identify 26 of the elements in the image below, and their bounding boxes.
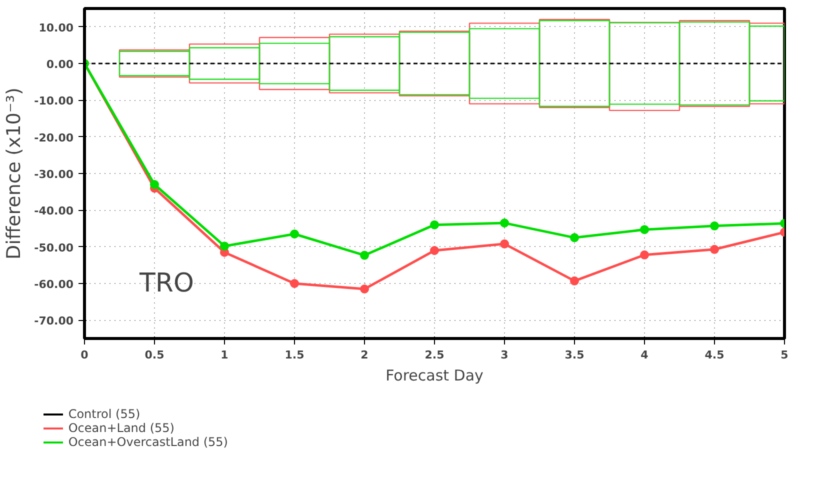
- x-tick-label: 2: [360, 348, 368, 362]
- legend-label: Ocean+Land (55): [68, 421, 174, 435]
- y-tick-label: -50.00: [34, 241, 74, 254]
- x-tick-label: 1: [220, 348, 228, 362]
- x-tick-label: 2.5: [424, 348, 444, 362]
- y-tick-label: -40.00: [34, 204, 74, 218]
- y-tick-label: -60.00: [34, 278, 74, 291]
- x-tick-label: 0: [80, 348, 89, 362]
- legend-label: Control (55): [68, 407, 140, 421]
- x-tick-label: 0.5: [144, 348, 164, 362]
- x-tick-label: 4.5: [704, 348, 724, 362]
- x-tick-label: 1.5: [284, 348, 304, 362]
- y-tick-label: 0.00: [46, 58, 74, 71]
- x-tick-label: 4: [640, 348, 649, 362]
- y-tick-label: -70.00: [34, 314, 74, 328]
- y-tick-label: -10.00: [34, 94, 74, 108]
- y-tick-label: -30.00: [34, 168, 74, 181]
- x-axis-title: Forecast Day: [386, 366, 484, 384]
- y-tick-label: -20.00: [34, 131, 74, 144]
- y-axis-title: Difference (x10⁻³): [3, 88, 26, 260]
- annotation: TRO: [138, 268, 194, 298]
- y-tick-label: 10.00: [38, 21, 74, 34]
- legend-label: Ocean+OvercastLand (55): [68, 435, 228, 449]
- x-tick-label: 3.5: [564, 348, 584, 362]
- x-tick-label: 3: [500, 348, 508, 362]
- x-tick-label: 5: [780, 348, 788, 362]
